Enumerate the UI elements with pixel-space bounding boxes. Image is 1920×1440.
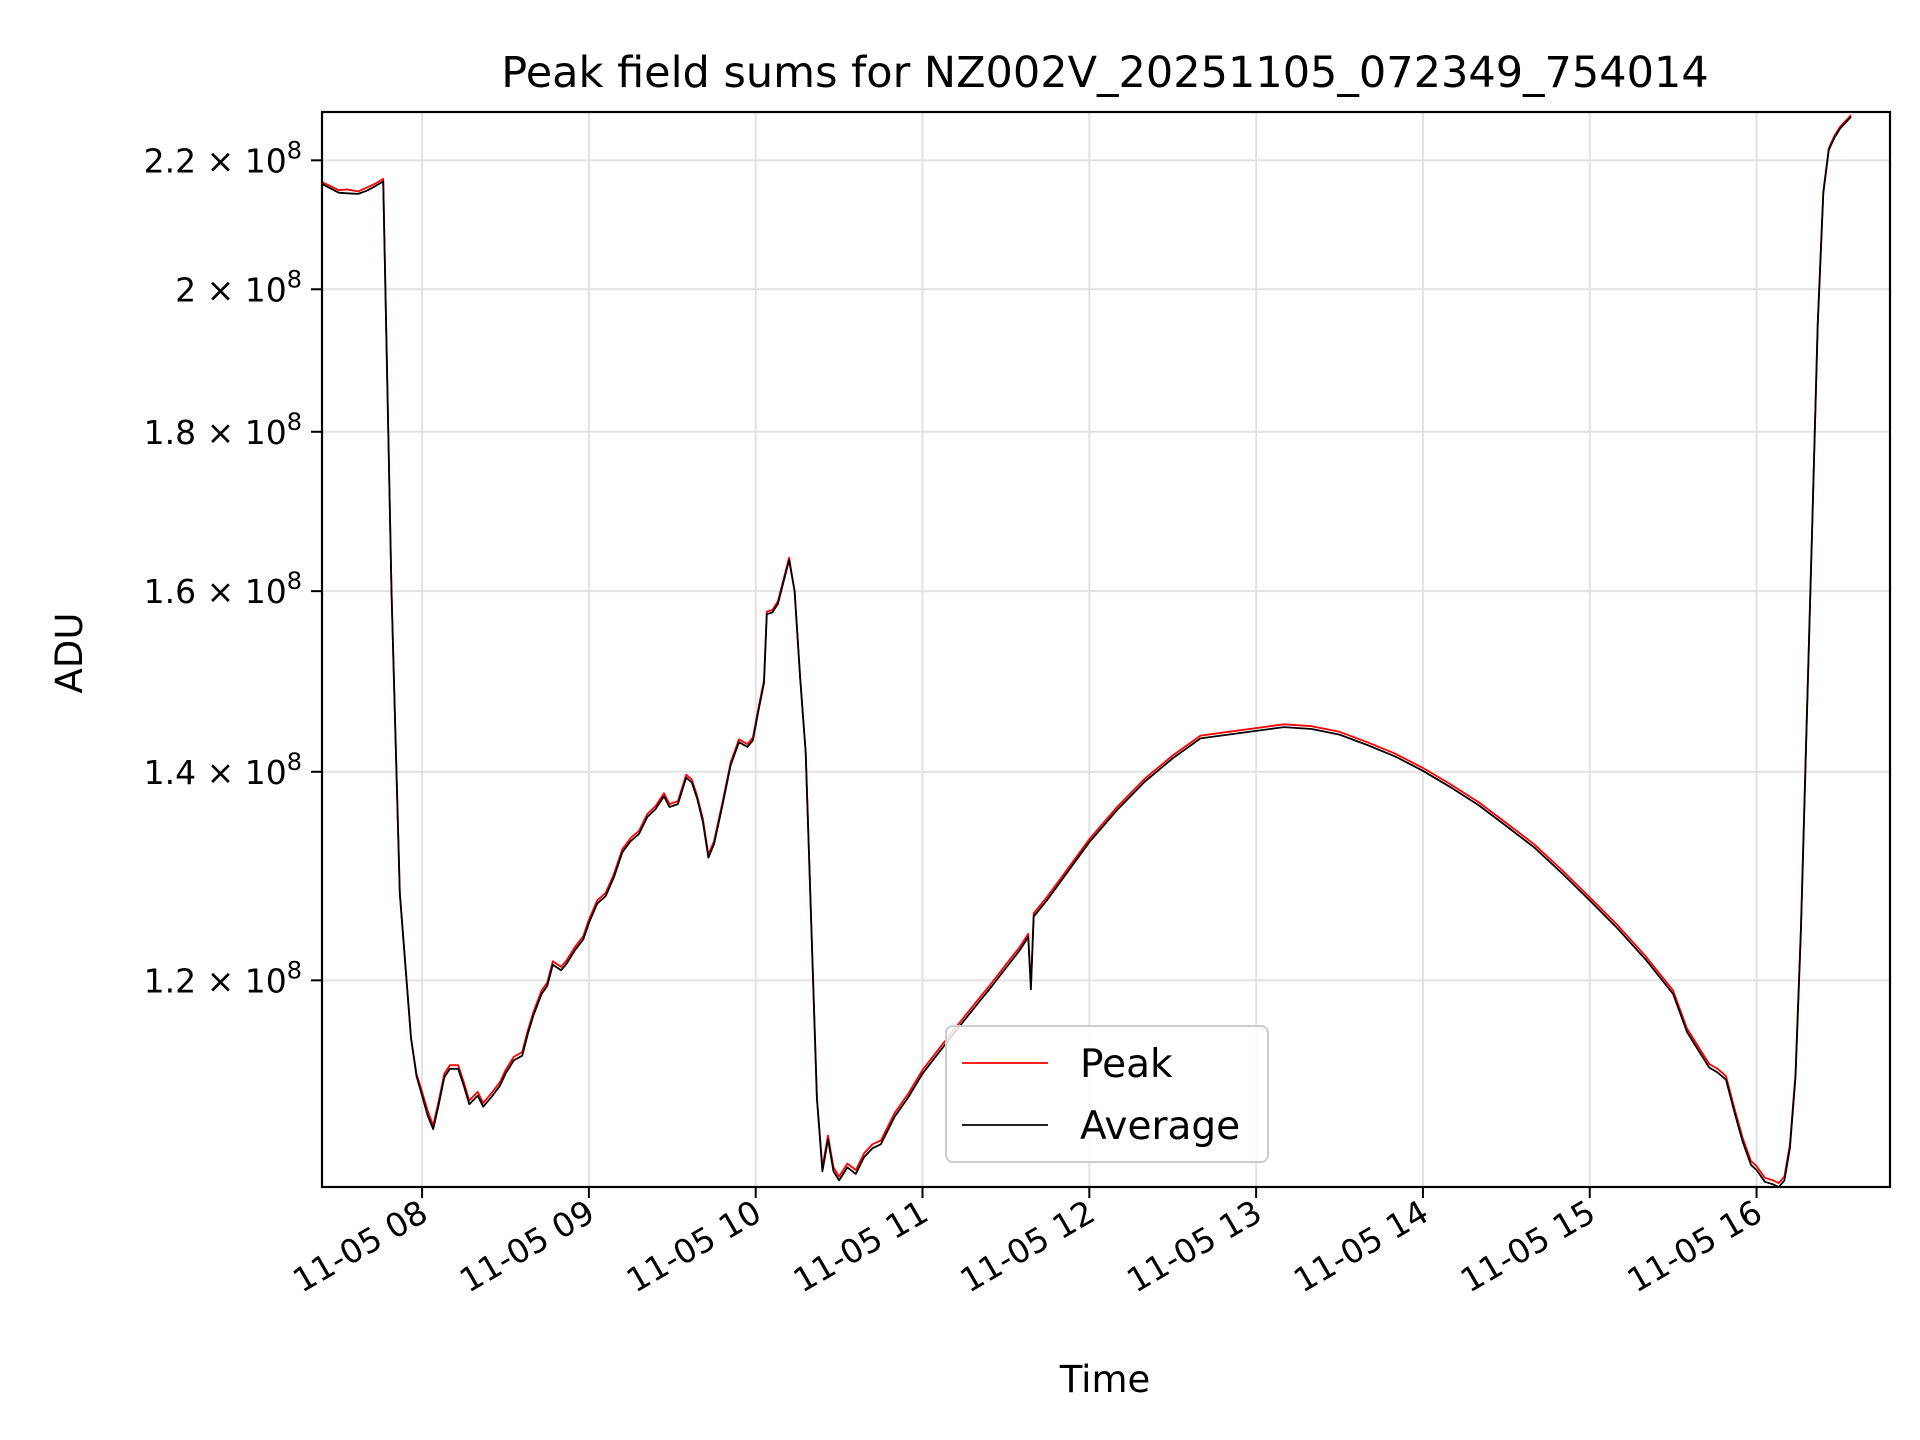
y-tick-exponent: 8 [287,265,302,293]
y-tick-mantissa: 1.2 [144,961,196,1000]
legend-label-average: Average [1080,1104,1240,1149]
y-tick-label: 1.2 × 108 [144,956,302,1000]
y-tick-exponent: 8 [287,136,302,164]
plot-frame [320,110,1892,1189]
y-tick-label: 1.6 × 108 [144,567,302,611]
series-lines [321,114,1852,1188]
legend: Peak Average [945,1025,1269,1163]
y-tick-mantissa: 1.6 [144,572,196,611]
y-tick-label: 1.8 × 108 [144,408,302,452]
y-tick-mantissa: 2 [175,270,196,309]
x-axis-label: Time [1059,1358,1151,1401]
y-axis-label: ADU [48,613,91,694]
grid-lines [322,112,1890,1187]
y-tick-label: 1.4 × 108 [144,748,302,792]
chart-title: Peak field sums for NZ002V_20251105_0723… [501,48,1708,98]
y-tick-exponent: 8 [287,567,302,595]
axis-ticks [311,159,1758,1198]
y-tick-exponent: 8 [287,408,302,436]
y-tick-mantissa: 1.8 [144,413,196,452]
legend-box [945,1025,1269,1163]
y-tick-label: 2 × 108 [175,265,302,309]
y-tick-exponent: 8 [287,956,302,984]
y-tick-exponent: 8 [287,748,302,776]
series-line-average [321,116,1852,1188]
y-tick-mantissa: 1.4 [144,753,196,792]
y-tick-mantissa: 2.2 [144,141,196,180]
legend-label-peak: Peak [1080,1042,1173,1087]
y-tick-label: 2.2 × 108 [144,136,302,180]
